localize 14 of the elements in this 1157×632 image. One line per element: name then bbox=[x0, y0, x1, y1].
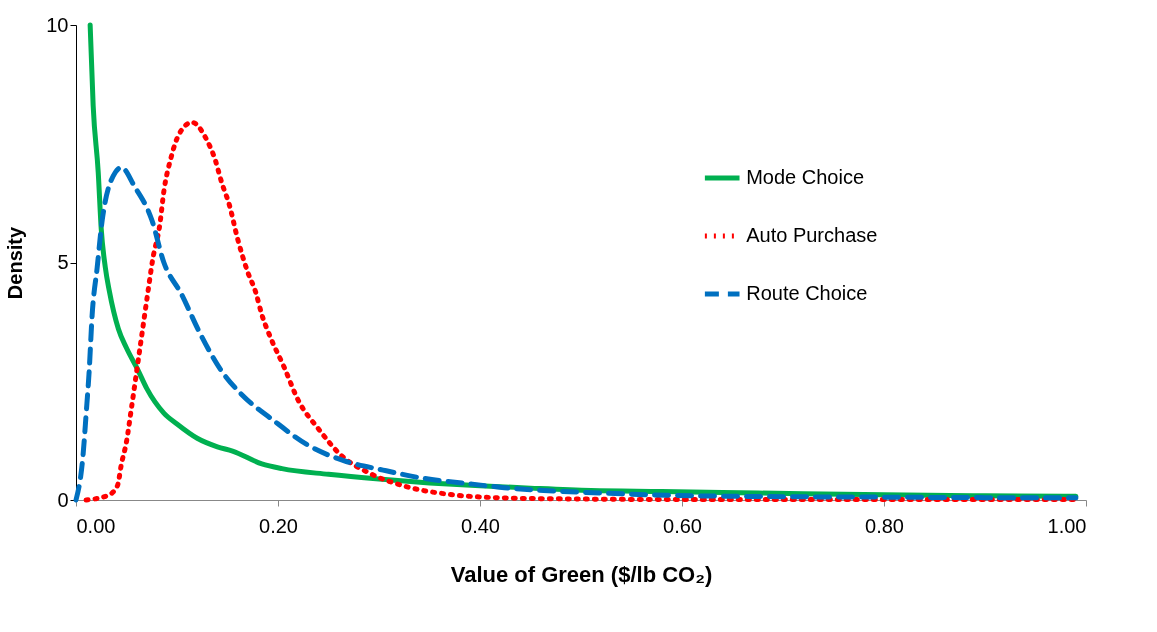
x-tick-label: 0.00 bbox=[76, 514, 116, 537]
y-axis-title: Density bbox=[4, 226, 27, 300]
legend-label: Mode Choice bbox=[746, 166, 865, 188]
x-tick-label: 1.00 bbox=[1047, 514, 1087, 537]
x-tick-label: 0.60 bbox=[663, 514, 702, 537]
legend-label: Route Choice bbox=[746, 282, 868, 304]
y-tick-label: 10 bbox=[46, 13, 69, 36]
y-tick-label: 0 bbox=[57, 488, 69, 511]
x-axis-title: Value of Green ($/lb CO₂) bbox=[450, 561, 713, 587]
x-tick-label: 0.20 bbox=[259, 514, 298, 537]
x-tick-label: 0.40 bbox=[461, 514, 500, 537]
y-tick-label: 5 bbox=[57, 251, 69, 273]
x-tick-label: 0.80 bbox=[865, 514, 904, 537]
legend-label: Auto Purchase bbox=[746, 224, 878, 246]
